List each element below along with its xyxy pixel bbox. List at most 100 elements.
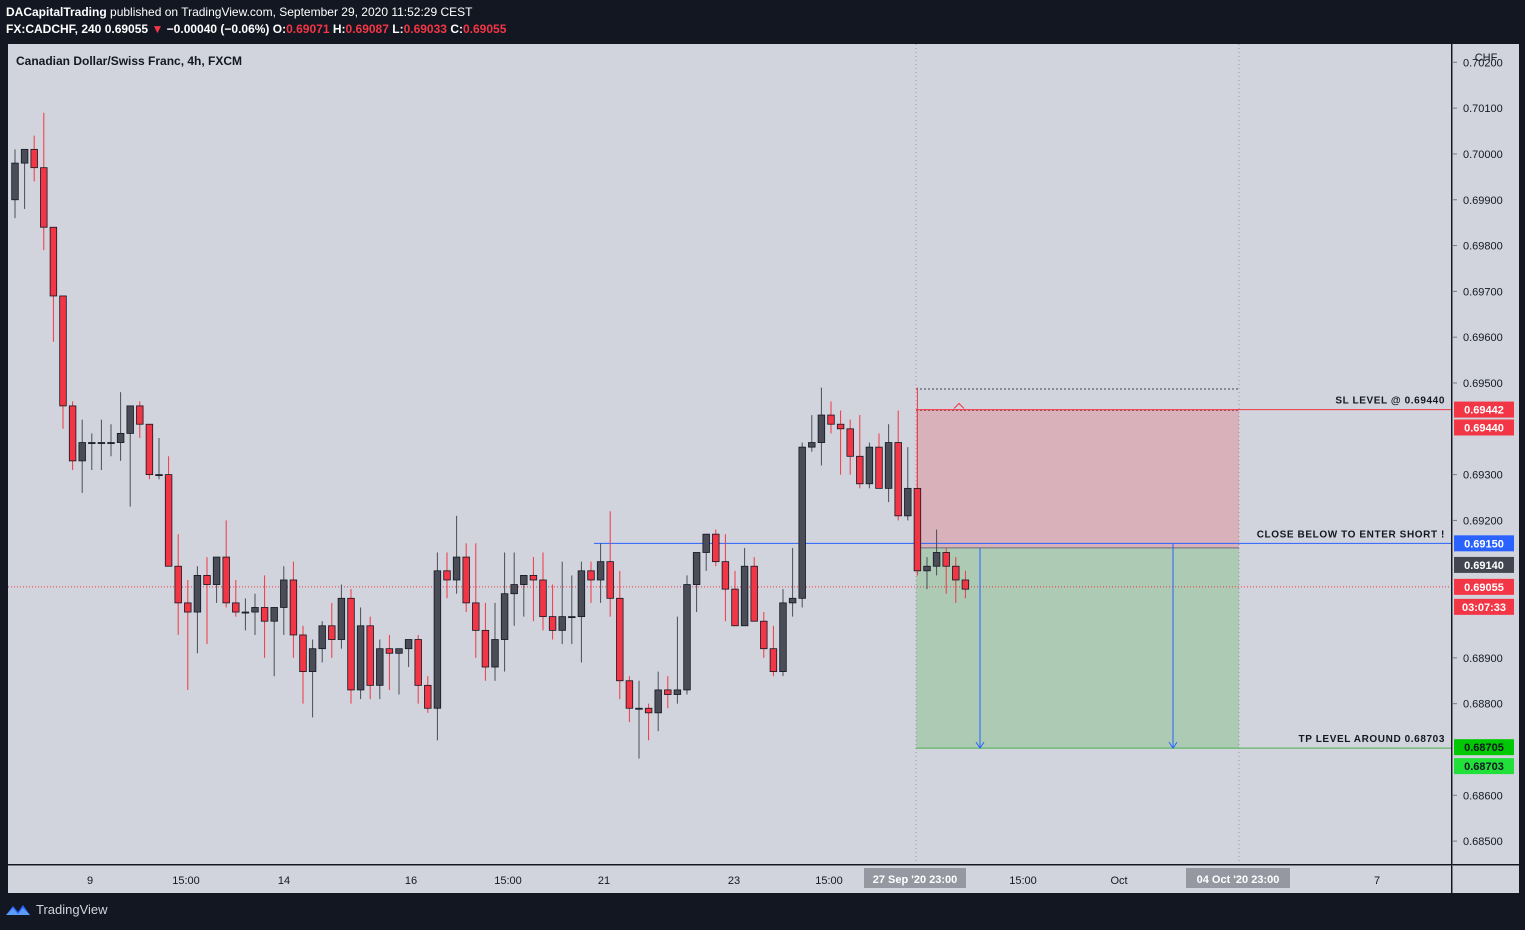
candle-body — [481, 629, 490, 668]
time-tick-label: 16 — [405, 875, 417, 887]
candle-body — [462, 556, 470, 604]
candle-body — [452, 556, 461, 581]
open-label: O: — [272, 22, 287, 36]
candle-body — [635, 707, 643, 710]
candle-body — [692, 552, 701, 585]
candle-body — [779, 602, 787, 672]
candle-body — [587, 570, 595, 581]
candle-body — [788, 597, 797, 604]
candle-body — [155, 474, 163, 477]
candle-body — [299, 634, 307, 672]
candle-body — [376, 648, 384, 686]
candle-body — [212, 556, 221, 585]
price-tag-bg — [1454, 598, 1514, 615]
price-tick-label: 0.70200 — [1463, 57, 1503, 69]
time-tick-label: 15:00 — [494, 875, 522, 887]
candle-body — [884, 442, 893, 489]
candle-body — [385, 648, 394, 654]
tradingview-footer[interactable]: TradingView — [6, 902, 108, 917]
projection-arrow-left-head — [975, 741, 985, 750]
sl-level-label: SL LEVEL @ 0.69440 — [1335, 396, 1445, 407]
price-tag-label: 0.68705 — [1464, 742, 1504, 754]
price-tag-bg — [1454, 739, 1514, 756]
candle-body — [97, 442, 106, 444]
candle-body — [856, 455, 864, 485]
candle-body — [616, 597, 624, 682]
price-tag-bg — [1454, 578, 1514, 595]
take-profit-zone — [916, 547, 1239, 749]
footer-brand: TradingView — [36, 902, 108, 917]
candle-body — [280, 579, 288, 608]
price-tag-bg — [1454, 419, 1514, 436]
candle-body — [721, 561, 730, 590]
price-tick-label: 0.69600 — [1463, 332, 1503, 344]
candle-body — [308, 648, 317, 672]
candle-body — [260, 607, 269, 622]
candle-body — [932, 552, 941, 567]
candle-body — [337, 597, 346, 640]
price-tick-label: 0.68900 — [1463, 653, 1503, 665]
axis-corner — [1452, 865, 1519, 893]
candle-body — [529, 574, 538, 581]
candle-body — [702, 533, 710, 553]
chart-svg[interactable]: SL LEVEL @ 0.69440 CLOSE BELOW TO ENTER S… — [8, 44, 1451, 864]
candle-body — [808, 442, 816, 448]
published-info: published on TradingView.com, September … — [110, 5, 473, 19]
price-tag-label: 0.69440 — [1464, 422, 1504, 434]
time-marker-label: 27 Sep '20 23:00 — [873, 874, 958, 886]
candle-body — [961, 579, 970, 590]
time-marker-label: 04 Oct '20 23:00 — [1197, 874, 1280, 886]
candle-body — [251, 607, 259, 613]
entry-level-label: CLOSE BELOW TO ENTER SHORT ! — [1257, 529, 1445, 540]
candle-body — [193, 574, 202, 613]
price-tick-label: 0.68500 — [1463, 836, 1503, 848]
candle-body — [414, 639, 422, 686]
author-name[interactable]: DACapitalTrading — [6, 5, 107, 19]
price-tick-label: 0.69700 — [1463, 286, 1503, 298]
time-tick-label: 7 — [1374, 875, 1380, 887]
candle-body — [356, 625, 365, 691]
candle-body — [126, 405, 134, 434]
candle-body — [942, 552, 950, 567]
candle-body — [596, 561, 605, 581]
time-tick-label: 15:00 — [815, 875, 843, 887]
candle-body — [846, 428, 854, 457]
candle-body — [30, 148, 38, 169]
candle-body — [472, 602, 480, 631]
price-change: −0.00040 (−0.06%) — [166, 22, 270, 36]
candle-body — [184, 602, 192, 613]
candle-body — [904, 487, 912, 517]
candle-body — [366, 625, 374, 686]
candle-body — [558, 616, 566, 631]
tradingview-logo-icon — [6, 904, 30, 915]
candle-body — [865, 446, 874, 485]
price-tag-bg — [1454, 401, 1514, 418]
price-tag-label: 0.69055 — [1464, 582, 1504, 594]
price-axis[interactable]: CHF 0.70200 0.70100 0.70000 0.69900 0.69800 0.… — [1452, 44, 1519, 864]
candle-body — [836, 423, 845, 430]
sl-caret-icon — [953, 402, 965, 409]
candle-body — [664, 689, 672, 695]
projection-arrow-right-head — [1168, 741, 1178, 750]
time-tick-label: 23 — [728, 875, 740, 887]
price-tick-label: 0.69500 — [1463, 378, 1503, 390]
candle-body — [817, 414, 826, 443]
candle-body — [11, 162, 19, 201]
price-tag-label: 0.69140 — [1464, 560, 1504, 572]
candle-body — [952, 565, 960, 581]
candle-body — [548, 616, 557, 631]
price-tick-label: 0.69300 — [1463, 470, 1503, 482]
candle-body — [606, 561, 614, 599]
candle-body — [40, 167, 48, 228]
candle-body — [654, 689, 662, 714]
candle-body — [68, 405, 77, 462]
low-value: 0.69033 — [403, 22, 447, 36]
chart-pane[interactable]: SL LEVEL @ 0.69440 CLOSE BELOW TO ENTER S… — [8, 44, 1451, 864]
candle-body — [500, 593, 509, 640]
candle-body — [644, 707, 653, 714]
price-tag-label: 0.69442 — [1464, 405, 1504, 417]
tp-level-label: TP LEVEL AROUND 0.68703 — [1299, 734, 1445, 745]
